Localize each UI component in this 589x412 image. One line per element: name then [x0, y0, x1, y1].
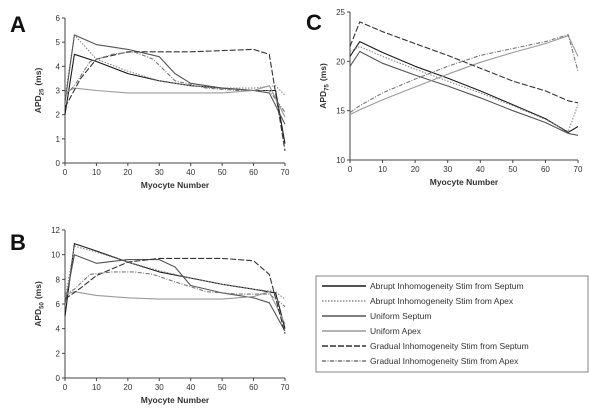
y-tick-label: 0: [56, 374, 61, 383]
series-line-c-2: [349, 45, 579, 132]
y-tick-label: 4: [56, 325, 61, 334]
y-tick-label: 15: [336, 107, 345, 116]
legend-label: Gradual Inhomogeneity Stim from Septum: [370, 341, 529, 351]
x-tick-label: 40: [476, 165, 485, 174]
x-tick-label: 0: [63, 383, 68, 392]
panel-letter-c: C: [306, 10, 322, 35]
legend-label: Uniform Septum: [370, 311, 431, 321]
y-tick-label: 25: [336, 8, 345, 17]
x-tick-label: 70: [574, 165, 583, 174]
y-tick-label: 6: [56, 300, 61, 309]
x-tick-label: 60: [249, 383, 258, 392]
y-tick-label: 12: [51, 226, 60, 235]
x-axis-label-a: Myocyte Number: [141, 180, 210, 190]
x-tick-label: 20: [411, 165, 420, 174]
y-axis-label-unit: (ms): [318, 63, 328, 81]
y-tick-label: 2: [56, 349, 61, 358]
y-tick-label: 5: [56, 38, 61, 47]
series-line-c-3: [349, 50, 579, 136]
x-tick-label: 30: [155, 383, 164, 392]
y-axis-label-subscript: 25: [40, 88, 46, 95]
x-tick-label: 70: [281, 168, 290, 177]
series-line-c-4: [349, 35, 579, 116]
y-axis-label-unit: (ms): [33, 281, 43, 299]
x-tick-label: 40: [186, 168, 195, 177]
chart-panel-b: 0 10 20 30 40 50 60 70 0 2 4 6 8 10 12 Myocyte Number AP…: [33, 226, 290, 405]
series-line-a-4: [64, 85, 286, 118]
y-tick-label: 10: [51, 251, 60, 260]
panel-letter-a: A: [10, 12, 26, 37]
x-tick-label: 60: [249, 168, 258, 177]
y-axis-label-subscript: 75: [325, 84, 331, 91]
y-tick-label: 20: [336, 57, 345, 66]
y-tick-label: 8: [56, 275, 61, 284]
x-tick-label: 0: [348, 165, 353, 174]
y-axis-label-b: APD50 (ms): [33, 281, 46, 327]
chart-panel-a: 0 10 20 30 40 50 60 70 0 1 2 3 4 5 6 Myocyte Number APD2…: [33, 14, 290, 190]
y-tick-label: 3: [56, 87, 61, 96]
series-line-a-3: [64, 34, 286, 125]
y-axis-label-main: APD: [33, 309, 43, 327]
panel-letter-b: B: [10, 230, 26, 255]
y-tick-label: 6: [56, 14, 61, 23]
x-tick-label: 10: [92, 168, 101, 177]
x-tick-label: 30: [443, 165, 452, 174]
x-tick-label: 70: [281, 383, 290, 392]
y-axis-label-main: APD: [318, 91, 328, 109]
x-tick-label: 20: [123, 383, 132, 392]
series-line-b-5: [64, 257, 286, 334]
series-line-b-6: [64, 271, 286, 307]
y-axis-label-unit: (ms): [33, 68, 43, 86]
series-line-b-2: [64, 245, 286, 300]
y-tick-label: 10: [336, 156, 345, 165]
y-axis-label-main: APD: [33, 95, 43, 113]
series-line-c-1: [349, 41, 579, 133]
y-tick-label: 1: [56, 135, 61, 144]
x-tick-label: 10: [92, 383, 101, 392]
y-axis-label-a: APD25 (ms): [33, 68, 46, 114]
legend-label: Gradual Inhomogeneity Stim from Apex: [370, 356, 519, 366]
series-line-a-6: [64, 51, 286, 113]
series-line-c-6: [349, 34, 579, 114]
x-axis-label-c: Myocyte Number: [430, 177, 499, 187]
series-line-c-5: [349, 21, 579, 104]
y-tick-label: 0: [56, 159, 61, 168]
legend-label: Abrupt Inhomogeneity Stim from Apex: [370, 296, 514, 306]
x-axis-label-b: Myocyte Number: [141, 395, 210, 405]
x-tick-label: 50: [508, 165, 517, 174]
legend-label: Abrupt Inhomogeneity Stim from Septum: [370, 281, 524, 291]
x-tick-label: 0: [63, 168, 68, 177]
x-tick-label: 50: [218, 383, 227, 392]
series-line-b-1: [64, 243, 286, 329]
legend-label: Uniform Apex: [370, 326, 422, 336]
legend: Abrupt Inhomogeneity Stim from Septum Abr…: [315, 275, 589, 373]
x-tick-label: 30: [155, 168, 164, 177]
series-line-a-1: [64, 53, 286, 144]
legend-box: [315, 275, 589, 373]
series-line-b-4: [64, 291, 286, 324]
series-line-b-3: [64, 254, 286, 332]
x-tick-label: 50: [218, 168, 227, 177]
x-tick-label: 60: [541, 165, 550, 174]
y-axis-label-c: APD75 (ms): [318, 63, 331, 109]
x-tick-label: 10: [378, 165, 387, 174]
x-tick-label: 20: [123, 168, 132, 177]
y-tick-label: 4: [56, 62, 61, 71]
y-axis-label-subscript: 50: [40, 302, 46, 309]
series-line-a-5: [64, 48, 286, 151]
y-tick-label: 2: [56, 111, 61, 120]
x-tick-label: 40: [186, 383, 195, 392]
